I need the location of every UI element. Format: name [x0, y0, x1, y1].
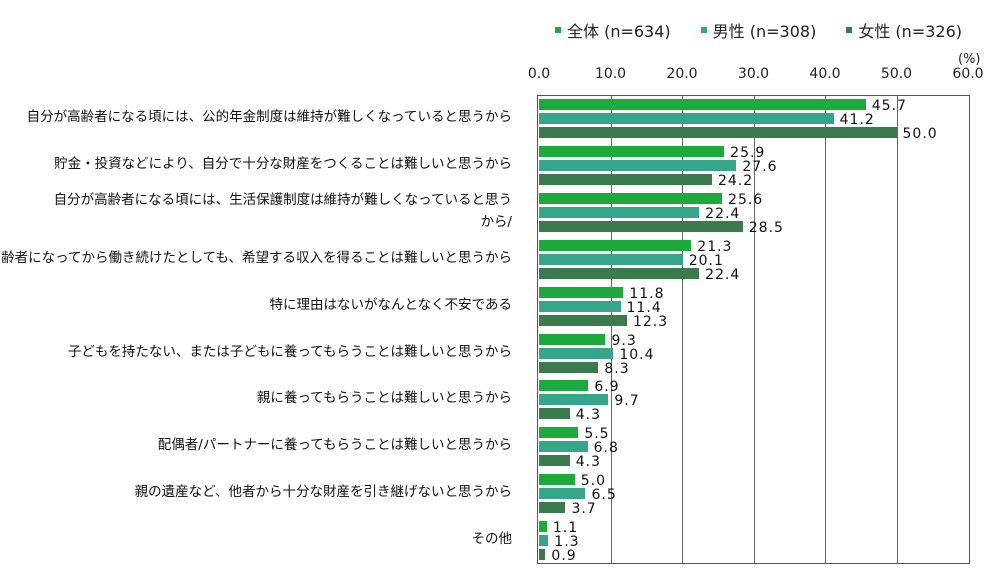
data-label: 25.9: [730, 144, 766, 161]
data-label: 11.4: [626, 299, 662, 316]
category-label: 特に理由はないがなんとなく不安である: [269, 296, 512, 313]
gridline: [682, 95, 683, 564]
bar: [539, 192, 723, 204]
data-label: 6.8: [593, 440, 619, 457]
bar: [539, 502, 566, 514]
gridline: [825, 95, 826, 564]
data-label: 5.0: [580, 473, 607, 490]
category-label: 貯金・投資などにより、自分で十分な財産をつくることは難しいと思うから: [54, 155, 512, 172]
data-label: 50.0: [902, 126, 938, 142]
legend-item: 全体 (n=634): [555, 18, 671, 42]
category-label: 自分が高齢者になる頃には、公的年金制度は維持が難しくなっていると思うから: [26, 109, 512, 125]
bar: [539, 394, 609, 406]
bar: [539, 361, 599, 373]
data-label: 41.2: [839, 112, 875, 128]
plot-area: [537, 95, 970, 564]
legend-label: 男性 (n=308): [712, 22, 817, 41]
data-label: 6.5: [591, 487, 617, 504]
x-tick-label: 60.0: [952, 66, 984, 82]
bar: [539, 286, 624, 298]
bar: [539, 521, 547, 533]
data-label: 9.7: [614, 393, 640, 410]
bar: [539, 535, 549, 547]
bar: [539, 408, 570, 420]
x-tick-label: 20.0: [666, 66, 698, 82]
category-label: 親の遺産など、他者から十分な財産を引き継げないと思うから: [134, 484, 512, 501]
data-label: 22.4: [705, 266, 741, 283]
data-label: 1.3: [554, 534, 580, 551]
bar: [539, 549, 546, 561]
data-label: 4.3: [575, 454, 601, 471]
data-label: 45.7: [871, 98, 907, 114]
legend-item: 女性 (n=326): [846, 18, 962, 42]
bar: [539, 455, 570, 467]
x-tick-label: 30.0: [737, 66, 770, 82]
data-label: 25.6: [728, 191, 764, 208]
category-label: 高齢者になってから働き続けたとしても、希望する収入を得ることは難しいと思うから: [0, 249, 512, 266]
data-label: 22.4: [705, 205, 741, 222]
legend-label: 女性 (n=326): [858, 22, 963, 41]
bar: [539, 314, 627, 326]
bar: [539, 239, 692, 251]
x-tick-label: 10.0: [594, 66, 627, 82]
bar: [539, 220, 743, 232]
data-label: 24.2: [718, 172, 754, 189]
legend-label: 全体 (n=634): [567, 22, 671, 41]
legend-swatch: [846, 27, 853, 33]
x-tick-label: 0.0: [527, 66, 551, 82]
gridline: [896, 95, 898, 564]
x-tick-label: 50.0: [880, 66, 913, 82]
bar: [539, 333, 606, 345]
data-label: 6.9: [594, 379, 620, 396]
legend-swatch: [555, 27, 561, 33]
data-label: 20.1: [688, 252, 724, 269]
bar: [539, 488, 586, 500]
data-label: 12.3: [632, 313, 669, 330]
data-label: 1.1: [552, 520, 579, 537]
x-tick-label: 40.0: [809, 66, 841, 82]
category-label: 子どもを持たない、または子どもに養ってもらうことは難しいと思うから: [67, 343, 512, 360]
bar: [539, 474, 575, 486]
gridline: [610, 95, 612, 564]
data-label: 4.3: [575, 407, 601, 424]
data-label: 5.5: [584, 426, 610, 443]
unit-label: (%): [958, 52, 981, 67]
bar: [539, 267, 700, 279]
bar: [539, 99, 866, 110]
bar: [539, 145, 725, 157]
data-label: 0.9: [551, 548, 577, 565]
data-label: 27.6: [742, 158, 778, 175]
bar: [539, 127, 897, 138]
data-label: 3.7: [571, 501, 597, 518]
data-label: 21.3: [697, 238, 733, 255]
bar: [539, 173, 713, 185]
bar: [539, 347, 614, 359]
legend: 全体 (n=634) 男性 (n=308) 女性 (n=326): [555, 18, 962, 42]
data-label: 9.3: [611, 332, 637, 349]
category-label: 自分が高齢者になる頃には、生活保護制度は維持が難しくなっていると思う から/: [53, 191, 512, 230]
bar: [539, 300, 621, 312]
category-label: 配偶者/パートナーに養ってもらうことは難しいと思うから: [157, 437, 512, 454]
bar: [539, 253, 683, 265]
bar: [539, 441, 588, 453]
bar: [539, 159, 737, 171]
data-label: 11.8: [629, 285, 665, 302]
data-label: 28.5: [748, 219, 784, 236]
bar: [539, 380, 589, 392]
bar: [539, 113, 834, 124]
bar: [539, 206, 700, 218]
category-label: その他: [471, 531, 513, 548]
gridline: [753, 95, 755, 564]
bar: [539, 427, 579, 439]
legend-item: 男性 (n=308): [700, 18, 817, 42]
data-label: 10.4: [619, 346, 655, 363]
category-label: 親に養ってもらうことは難しいと思うから: [256, 390, 512, 407]
data-label: 8.3: [604, 360, 630, 377]
legend-swatch: [700, 27, 707, 33]
